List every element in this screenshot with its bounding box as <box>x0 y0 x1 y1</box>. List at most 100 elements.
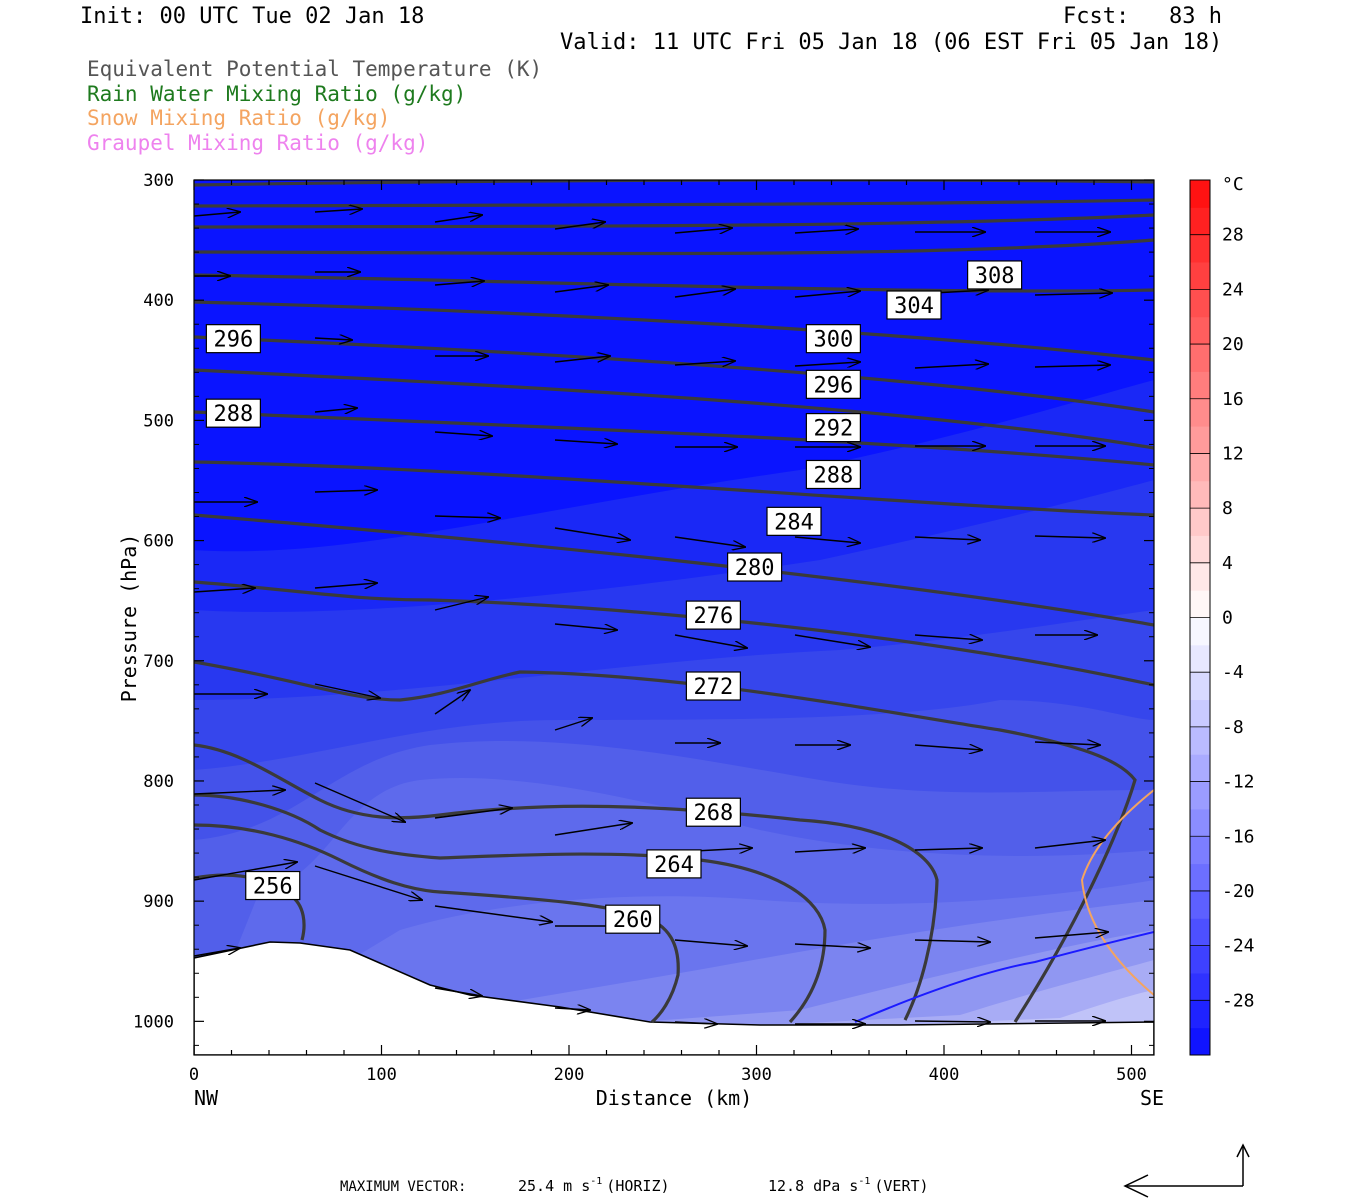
wind-vector <box>674 939 747 946</box>
wind-vector <box>314 782 405 822</box>
contour-label-box <box>967 260 1023 290</box>
colorbar-bin <box>1190 316 1210 345</box>
wind-vector <box>314 209 362 212</box>
contour-label-box <box>685 600 741 630</box>
wind-vector <box>194 790 285 794</box>
contour-label-text: 300 <box>814 328 854 353</box>
terrain <box>194 941 1154 1055</box>
wind-vector <box>794 944 870 948</box>
wind-vector <box>554 356 610 363</box>
max-vert-value: 12.8 dPa s-1 (VERT) <box>768 1176 929 1195</box>
contour-label: 256 <box>245 870 301 901</box>
contour-label-text: 288 <box>214 402 254 427</box>
colorbar-label: -16 <box>1222 826 1255 847</box>
wind-vector <box>194 588 255 592</box>
theta-e-contour <box>194 580 1154 687</box>
contour-label: 308 <box>967 260 1023 290</box>
theta-e-contour <box>194 660 1137 1023</box>
contour-label-text: 268 <box>694 801 734 826</box>
plot-area: 3083043002962962922882882842802762722682… <box>194 180 1154 1055</box>
colorbar-bin <box>1190 672 1210 701</box>
contour-label-box <box>245 870 301 901</box>
colorbar-bin <box>1190 590 1210 618</box>
colorbar-bin <box>1190 1000 1210 1029</box>
init-time: Init: 00 UTC Tue 02 Jan 18 <box>80 4 425 29</box>
reference-vector-icon <box>1123 1143 1250 1198</box>
contour-label-box <box>805 369 861 399</box>
colorbar-unit: °C <box>1222 174 1244 195</box>
colorbar-label: 12 <box>1222 443 1244 464</box>
y-axis: 300 400 500 600 700 800 900 1000 <box>133 171 1154 1046</box>
contour-label-box <box>805 324 861 354</box>
theta-e-contour <box>194 198 1154 208</box>
contour-label-box <box>205 324 261 354</box>
theta-e-contour <box>194 460 1154 517</box>
contour-label-text: 284 <box>774 510 814 535</box>
wind-vector <box>914 940 990 942</box>
contour-label-box <box>727 552 783 582</box>
contour-label-text: 272 <box>694 675 734 700</box>
wind-vector <box>434 516 500 518</box>
contour-label-text: 296 <box>814 373 854 398</box>
colorbar-label: -4 <box>1222 662 1244 683</box>
wind-vector <box>314 408 357 412</box>
contour-label-box <box>685 797 741 827</box>
contour-label: 268 <box>685 797 741 827</box>
contour-label-box <box>646 849 702 879</box>
contour-label: 296 <box>205 324 261 354</box>
theta-e-contour <box>194 213 1154 229</box>
max-vector-footer: MAXIMUM VECTOR: 25.4 m s-1 (HORIZ) 12.8 d… <box>340 1176 929 1195</box>
y-tick-label: 1000 <box>133 1012 174 1032</box>
theta-e-contour <box>194 300 1154 362</box>
contour-label-text: 280 <box>735 556 775 581</box>
y-tick-label: 600 <box>143 532 174 552</box>
wind-vector <box>1034 742 1100 745</box>
wind-vector <box>1034 840 1105 849</box>
contour-label-text: 292 <box>814 417 854 442</box>
wind-vector <box>914 537 980 540</box>
theta-e-contours <box>194 180 1154 1024</box>
legend-theta-e: Equivalent Potential Temperature (K) <box>87 57 543 81</box>
y-axis-label: Pressure (hPa) <box>117 534 141 703</box>
wind-vector <box>1034 365 1110 367</box>
colorbar-label: -8 <box>1222 717 1244 738</box>
colorbar-bin <box>1190 781 1210 810</box>
colorbar-bin <box>1190 699 1210 728</box>
wind-vector <box>674 634 747 648</box>
colorbar-bin <box>1190 289 1210 318</box>
wind-vector <box>674 536 745 547</box>
wind-vector <box>434 987 482 996</box>
forecast-hour: Fcst: 83 h <box>1063 4 1222 29</box>
wind-vector <box>434 432 492 436</box>
theta-e-contour <box>194 273 1154 293</box>
colorbar-bin <box>1190 617 1210 646</box>
x-tick-label: 100 <box>366 1065 397 1085</box>
x-axis: 0 100 200 300 400 500 <box>189 180 1147 1085</box>
wind-vector <box>554 823 632 836</box>
wind-vector <box>554 1008 590 1010</box>
x-tick-label: 0 <box>189 1065 199 1085</box>
max-vector-label: MAXIMUM VECTOR: <box>340 1179 466 1195</box>
colorbar-label: 20 <box>1222 334 1244 355</box>
wind-vector <box>794 536 860 543</box>
wind-vector <box>794 362 860 366</box>
contour-label: 264 <box>646 849 702 879</box>
y-tick-label: 700 <box>143 652 174 672</box>
arrowhead-left-icon <box>1123 1174 1149 1198</box>
wind-vector <box>434 281 484 285</box>
wind-vector <box>434 690 470 715</box>
colorbar-bin <box>1190 890 1210 919</box>
contour-label-box <box>805 459 861 490</box>
theta-e-contour <box>194 823 680 1024</box>
theta-e-contour <box>194 368 1154 450</box>
colorbar-bin <box>1190 945 1210 974</box>
wind-vector <box>194 212 240 216</box>
colorbar-label: 16 <box>1222 389 1244 410</box>
colorbar-bin <box>1190 262 1210 290</box>
contour-label: 288 <box>805 459 861 490</box>
contour-label: 304 <box>886 290 942 320</box>
wind-vector <box>314 865 422 900</box>
wind-vector <box>314 683 380 698</box>
y-tick-label: 400 <box>143 291 174 311</box>
colorbar-bin <box>1190 508 1210 536</box>
